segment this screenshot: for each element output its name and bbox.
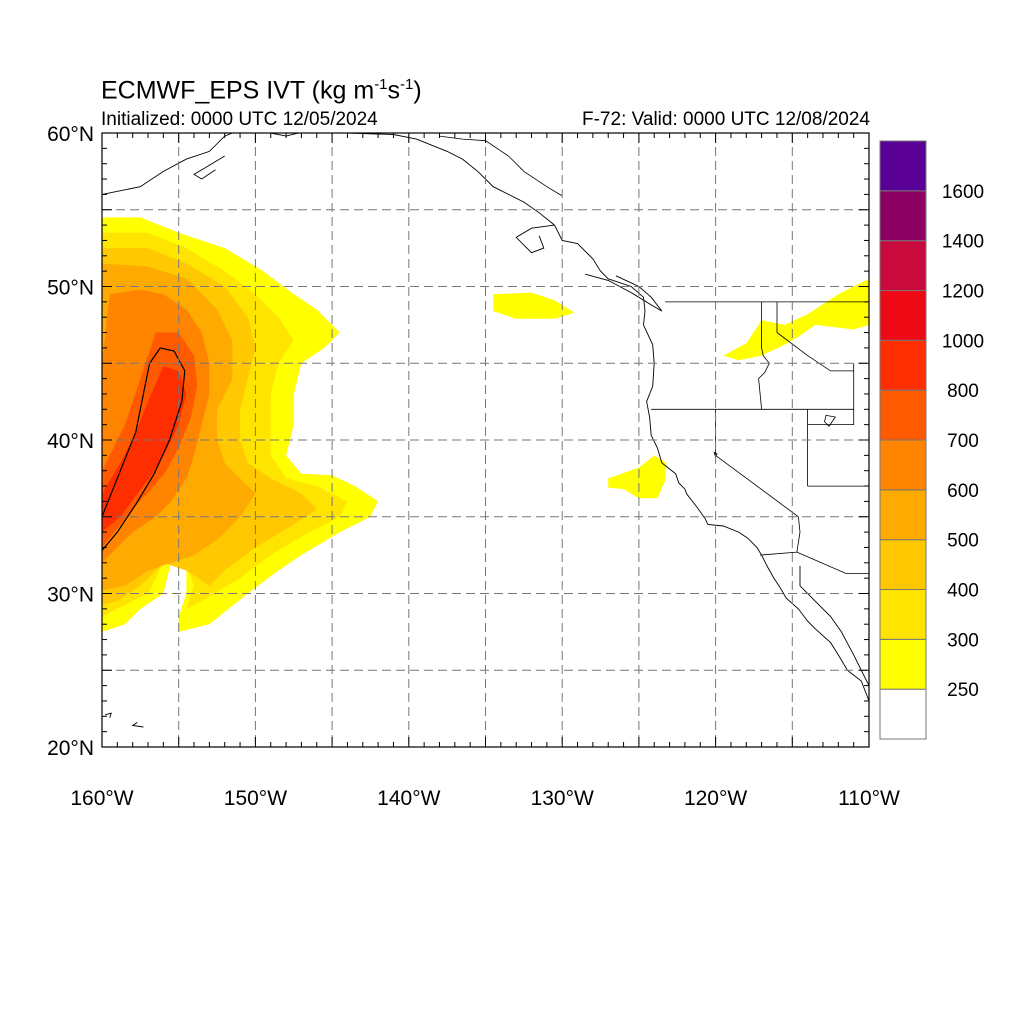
- political-border: [758, 301, 770, 410]
- ivt-region-800: [102, 366, 187, 533]
- coastline: [515, 224, 555, 254]
- coastline: [799, 565, 869, 686]
- valid-time: F-72: Valid: 0000 UTC 12/08/2024: [582, 109, 870, 130]
- colorbar-label: 700: [947, 431, 979, 452]
- colorbar-box: [879, 290, 927, 341]
- lon-tick-label: 140°W: [377, 787, 440, 810]
- lon-tick-label: 160°W: [70, 787, 133, 810]
- coastline: [170, 746, 171, 747]
- colorbar-box-below: [879, 688, 927, 740]
- coastline: [270, 133, 869, 702]
- lat-tick-label: 40°N: [47, 430, 94, 453]
- colorbar-label: 1600: [942, 182, 984, 203]
- colorbar-label: 1400: [942, 232, 984, 253]
- title-exponent-1: -1: [374, 76, 388, 93]
- political-border: [807, 363, 855, 426]
- colorbar-box: [879, 240, 927, 292]
- plot-area: [102, 133, 869, 747]
- colorbar-label: 500: [947, 531, 979, 552]
- title-text-s: s: [387, 76, 401, 105]
- title-text: ECMWF_EPS IVT (kg m: [101, 76, 375, 105]
- colorbar-box: [879, 389, 927, 441]
- figure-title: ECMWF_EPS IVT (kg m-1s-1): [101, 70, 422, 105]
- colorbar-box: [879, 140, 927, 192]
- colorbar-label: 1200: [942, 282, 984, 303]
- lon-tick-label: 130°W: [531, 787, 594, 810]
- lon-tick-label: 110°W: [838, 787, 900, 810]
- lat-tick-label: 20°N: [47, 737, 94, 760]
- coastline: [193, 155, 225, 180]
- ivt-region-250: [608, 455, 667, 499]
- colorbar-box: [879, 190, 927, 242]
- title-text-end: ): [413, 76, 422, 105]
- initialized-time: Initialized: 0000 UTC 12/05/2024: [101, 109, 378, 130]
- ivt-region-250: [723, 278, 869, 361]
- political-border: [760, 516, 801, 556]
- ivt-contour-line: [102, 347, 186, 551]
- colorbar-label: 600: [947, 481, 979, 502]
- lat-tick-label: 50°N: [47, 277, 94, 300]
- colorbar-box: [879, 439, 927, 491]
- colorbar-box: [879, 489, 927, 541]
- lon-tick-label: 120°W: [684, 787, 747, 810]
- coastline: [104, 712, 112, 718]
- colorbar-label: 400: [947, 581, 979, 602]
- political-border: [439, 135, 563, 197]
- colorbar-box: [879, 638, 927, 690]
- lat-tick-label: 60°N: [47, 123, 94, 146]
- colorbar-label: 250: [947, 680, 979, 701]
- ivt-region-250: [493, 292, 575, 319]
- lon-tick-label: 150°W: [224, 787, 287, 810]
- political-border: [796, 551, 869, 574]
- coastline: [131, 722, 144, 728]
- colorbar-box: [879, 339, 927, 391]
- lat-tick-label: 30°N: [47, 584, 94, 607]
- coastline: [585, 273, 663, 312]
- colorbar-label: 800: [947, 381, 979, 402]
- title-exponent-2: -1: [400, 76, 414, 93]
- political-border: [776, 301, 854, 372]
- colorbar-label: 300: [947, 630, 979, 651]
- lake-outline: [824, 414, 836, 427]
- colorbar-box: [879, 589, 927, 640]
- colorbar-label: 1000: [942, 331, 984, 352]
- colorbar-box: [879, 539, 927, 591]
